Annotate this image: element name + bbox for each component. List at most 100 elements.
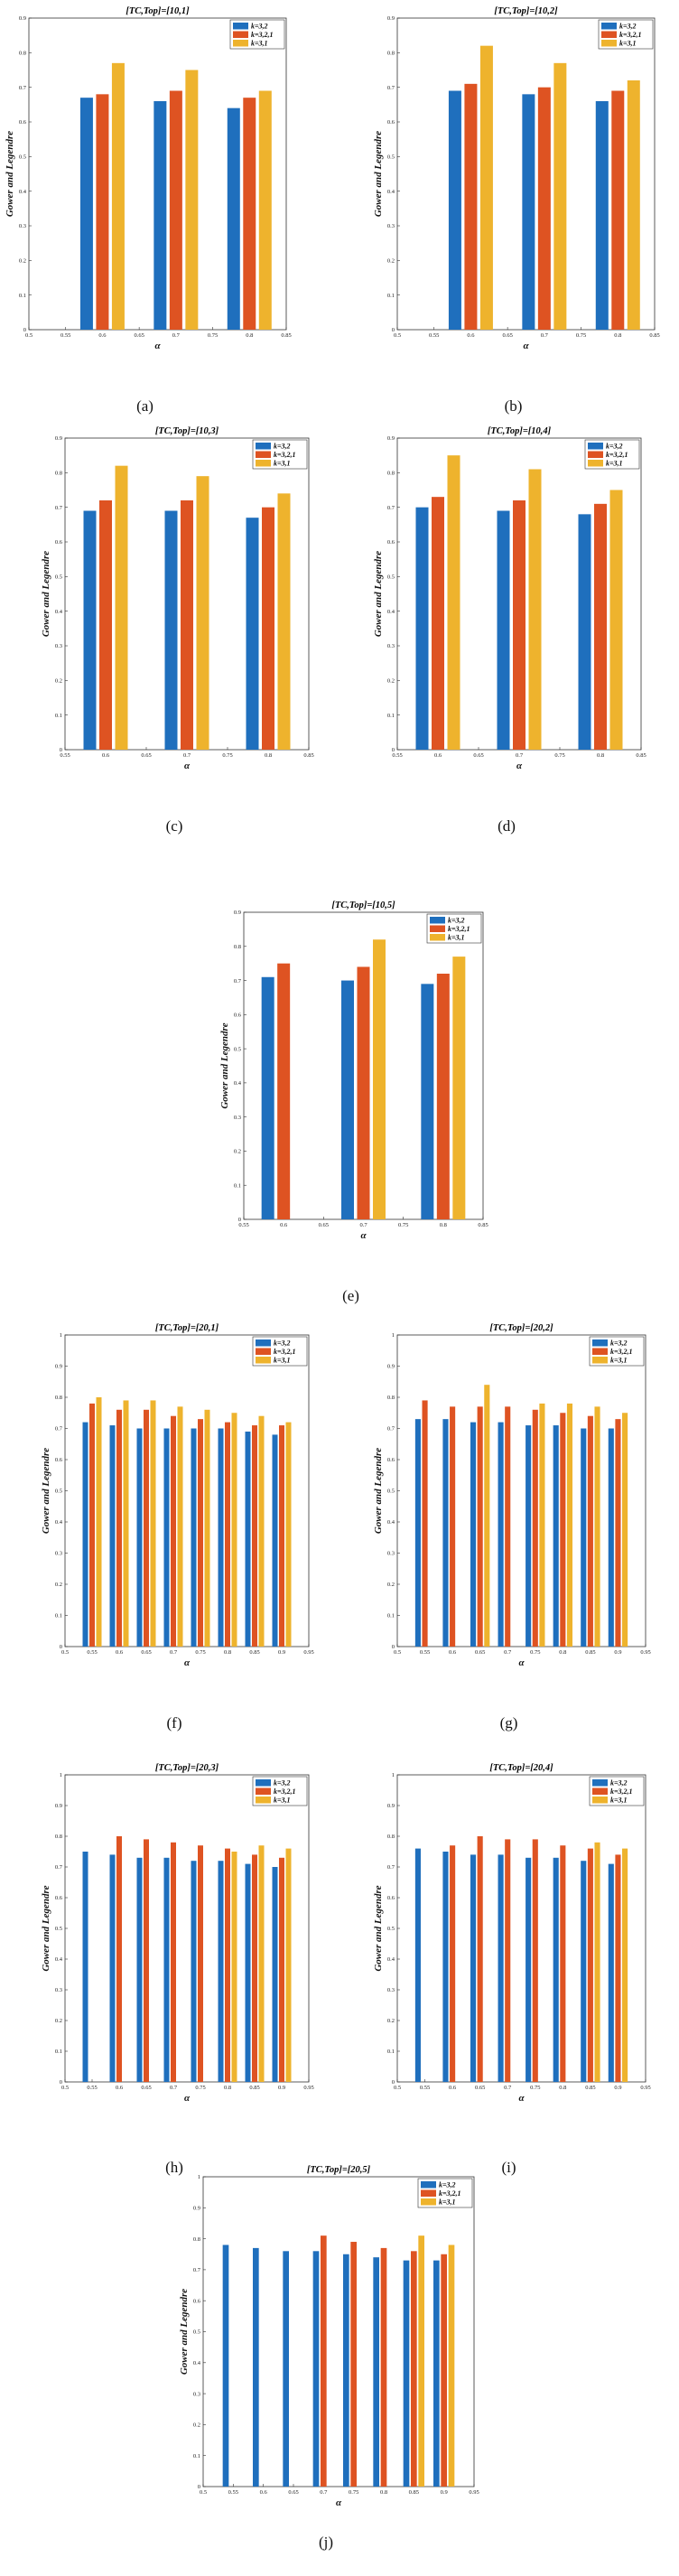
bar xyxy=(136,1428,143,1647)
y-tick-label: 0.1 xyxy=(193,2453,200,2459)
x-tick-label: 0.8 xyxy=(380,2489,387,2496)
bar xyxy=(448,90,461,330)
y-tick-label: 0.1 xyxy=(387,1613,395,1619)
legend: k=3,2k=3,2,1k=3,1 xyxy=(584,439,640,470)
x-tick-label: 0.65 xyxy=(134,332,144,339)
y-tick-label: 0.4 xyxy=(55,1956,63,1963)
y-tick-label: 0.3 xyxy=(55,643,62,649)
bar xyxy=(283,2251,289,2487)
y-tick-label: 0.1 xyxy=(387,713,395,719)
y-tick-label: 0.2 xyxy=(193,2422,200,2429)
y-tick-label: 0.8 xyxy=(234,944,241,950)
y-tick-label: 0.7 xyxy=(19,85,27,91)
x-tick-label: 0.7 xyxy=(359,1222,367,1228)
bar xyxy=(587,1848,593,2082)
bar xyxy=(526,1857,532,2082)
bar xyxy=(285,1422,292,1647)
bar xyxy=(272,1867,278,2082)
legend: k=3,2k=3,2,1k=3,1 xyxy=(598,19,654,50)
y-tick-label: 0.8 xyxy=(193,2236,200,2243)
y-tick-label: 0.5 xyxy=(55,574,62,581)
legend-label: k=3,1 xyxy=(439,2198,456,2207)
y-tick-label: 1 xyxy=(60,1772,62,1778)
chart-svg: [TC,Top]=[20,1] 0 0.1 0.2 0.3 0.4 0.5 0.6 0.7 0.8… xyxy=(41,1323,314,1668)
x-tick-label: 0.55 xyxy=(420,2085,430,2091)
x-tick-label: 0.95 xyxy=(640,2085,650,2091)
x-tick-label: 0.8 xyxy=(224,1649,231,1656)
bar xyxy=(498,1854,504,2082)
x-tick-label: 0.75 xyxy=(398,1222,408,1228)
x-tick-label: 0.6 xyxy=(116,1649,124,1656)
bar xyxy=(115,465,128,750)
bar xyxy=(594,1842,600,2082)
legend-swatch xyxy=(233,40,248,47)
bar xyxy=(578,514,591,750)
legend-label: k=3,1 xyxy=(610,1357,628,1365)
y-tick-label: 0.7 xyxy=(55,1426,63,1433)
bar xyxy=(252,1854,257,2082)
legend-swatch xyxy=(592,1797,608,1804)
y-axis-label: Gower and Legendre xyxy=(179,2289,190,2375)
y-tick-label: 0.2 xyxy=(55,2018,62,2024)
bar xyxy=(279,1425,284,1647)
bar xyxy=(177,1406,183,1647)
legend-swatch xyxy=(430,925,445,932)
legend-swatch xyxy=(233,23,248,30)
y-tick-label: 0.6 xyxy=(55,1457,63,1463)
panel-caption: (f) xyxy=(166,1714,182,1731)
x-axis-label: α xyxy=(518,1657,525,1668)
x-tick-label: 0.65 xyxy=(502,332,512,339)
bar xyxy=(116,1409,122,1647)
x-tick-label: 0.65 xyxy=(319,1222,329,1228)
chart-svg: [TC,Top]=[20,2] 0 0.1 0.2 0.3 0.4 0.5 0.6 0.7 0.8… xyxy=(373,1323,651,1668)
bar xyxy=(258,90,272,330)
bar xyxy=(537,87,551,331)
bar xyxy=(111,62,125,331)
bar xyxy=(96,1397,102,1647)
plot-area: [TC,Top]=[10,5] 0 0.1 0.2 0.3 0.4 0.5 0.6 0.7 0.8… xyxy=(219,901,488,1241)
bar xyxy=(436,974,450,1219)
y-tick-label: 0 xyxy=(60,747,62,753)
x-tick-label: 0.5 xyxy=(25,332,33,339)
bar xyxy=(231,1852,237,2082)
y-tick-label: 0.7 xyxy=(387,1426,395,1433)
y-tick-label: 0.8 xyxy=(55,1395,62,1401)
legend-label: k=3,2 xyxy=(610,1339,628,1348)
panel-caption: (a) xyxy=(136,397,153,415)
x-tick-label: 0.9 xyxy=(278,2085,285,2091)
plot-area: [TC,Top]=[10,4] 0 0.1 0.2 0.3 0.4 0.5 0.6 0.7 0.8… xyxy=(373,426,646,771)
x-tick-label: 0.65 xyxy=(141,752,151,759)
x-tick-label: 0.8 xyxy=(559,2085,566,2091)
x-tick-label: 0.8 xyxy=(224,2085,231,2091)
x-axis-label: α xyxy=(518,2093,525,2104)
bar xyxy=(528,469,542,750)
y-tick-label: 0.9 xyxy=(387,15,395,22)
y-tick-label: 0 xyxy=(392,327,395,333)
y-tick-label: 0.6 xyxy=(55,539,63,546)
y-tick-label: 0.1 xyxy=(55,2049,62,2055)
bar xyxy=(450,1845,456,2082)
panel-caption: (e) xyxy=(342,1287,359,1304)
legend-swatch xyxy=(256,460,271,467)
y-tick-label: 0.5 xyxy=(55,1926,62,1932)
chart-title: [TC,Top]=[10,1] xyxy=(126,6,190,16)
bar xyxy=(594,503,607,750)
chart-panel: [TC,Top]=[10,5] 0 0.1 0.2 0.3 0.4 0.5 0.6 0.7 0.8… xyxy=(219,896,488,1250)
chart-title: [TC,Top]=[20,3] xyxy=(155,1763,219,1773)
x-tick-label: 0.75 xyxy=(554,752,564,759)
legend-label: k=3,2 xyxy=(619,23,637,31)
x-tick-label: 0.7 xyxy=(170,1649,178,1656)
x-tick-label: 0.6 xyxy=(449,1649,457,1656)
x-tick-label: 0.8 xyxy=(265,752,272,759)
x-tick-label: 0.85 xyxy=(585,2085,595,2091)
bar xyxy=(277,963,291,1219)
bar xyxy=(272,1434,278,1647)
legend: k=3,2k=3,2,1k=3,1 xyxy=(426,913,482,944)
bar xyxy=(99,500,112,750)
y-tick-label: 0.9 xyxy=(55,1364,62,1370)
bar xyxy=(262,507,274,750)
legend-label: k=3,2,1 xyxy=(606,451,628,459)
legend-label: k=3,1 xyxy=(251,40,268,48)
legend-label: k=3,1 xyxy=(274,1357,291,1365)
x-tick-label: 0.8 xyxy=(440,1222,447,1228)
